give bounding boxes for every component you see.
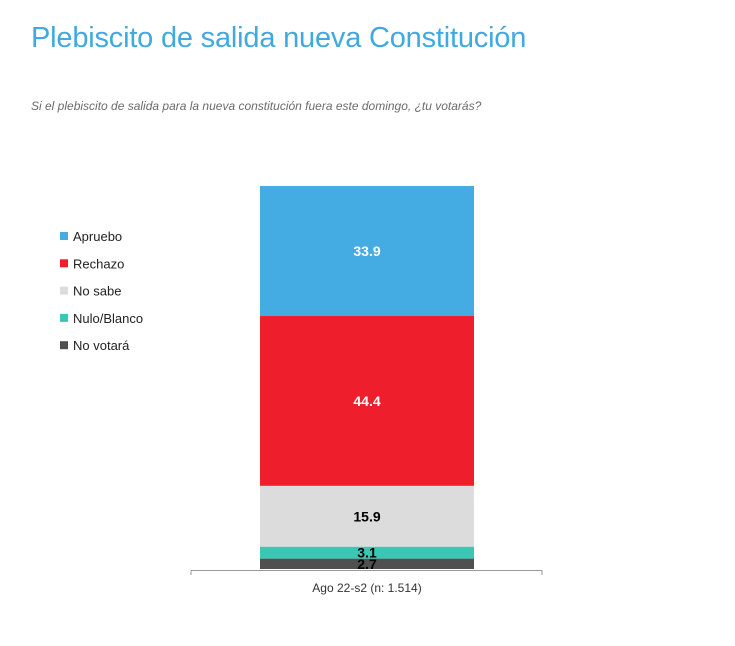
legend-label: Rechazo [73, 256, 124, 271]
x-tick-label: Ago 22-s2 (n: 1.514) [312, 581, 421, 595]
bar-segment-no-sabe [260, 485, 474, 547]
bar-stack [260, 186, 474, 569]
bar-segment-nulo-blanco [260, 546, 474, 559]
chart-subtitle: Si el plebiscito de salida para la nueva… [31, 99, 482, 113]
legend: Apruebo Rechazo No sabe Nulo/Blanco No votar… [60, 229, 143, 353]
bar-segment-apruebo [260, 186, 474, 316]
legend-item-apruebo: Apruebo [60, 229, 122, 244]
chart-title: Plebiscito de salida nueva Constitución [31, 22, 527, 54]
legend-label: No sabe [73, 284, 121, 299]
data-label-nulo-blanco: 3.1 [357, 545, 377, 561]
legend-item-nulo-blanco: Nulo/Blanco [60, 311, 143, 326]
legend-swatch [60, 259, 68, 268]
legend-swatch [60, 232, 68, 240]
data-label-no-votara: 2.7 [357, 556, 377, 572]
data-labels: 33.9 44.4 15.9 3.12.7 [353, 243, 380, 572]
legend-swatch [60, 341, 68, 350]
legend-swatch [60, 286, 68, 295]
legend-item-rechazo: Rechazo [60, 256, 124, 271]
bar-segment-no-votara [260, 558, 474, 569]
legend-swatch [60, 313, 68, 322]
bar-segment-rechazo [260, 315, 474, 486]
data-label-apruebo: 33.9 [353, 243, 380, 259]
x-axis: Ago 22-s2 (n: 1.514) [190, 570, 543, 595]
legend-item-no-votara: No votará [60, 338, 130, 353]
data-label-rechazo: 44.4 [353, 393, 380, 409]
legend-item-no-sabe: No sabe [60, 284, 121, 299]
legend-label: Apruebo [73, 229, 122, 244]
legend-label: No votará [73, 338, 130, 353]
data-label-no-sabe: 15.9 [353, 508, 380, 524]
legend-label: Nulo/Blanco [73, 311, 143, 326]
